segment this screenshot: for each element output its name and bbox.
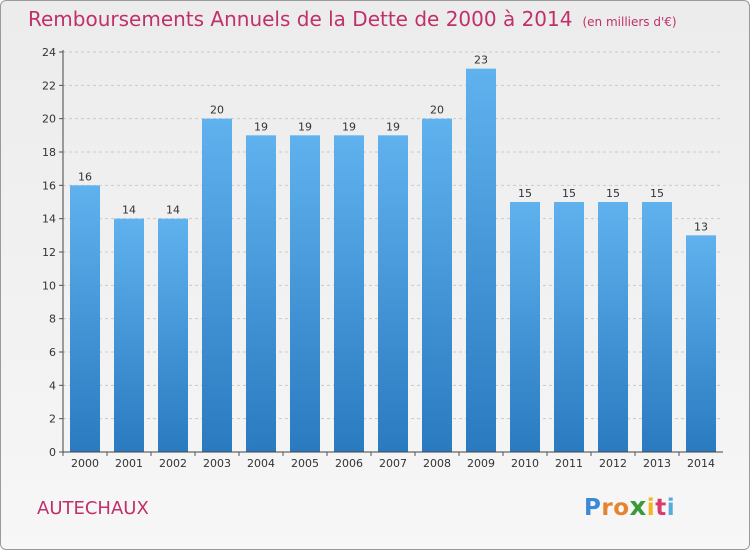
bar bbox=[246, 135, 276, 453]
x-tick-label: 2011 bbox=[555, 457, 583, 470]
x-tick-label: 2008 bbox=[423, 457, 451, 470]
y-tick-label: 8 bbox=[49, 313, 56, 326]
bar-value-label: 15 bbox=[518, 187, 532, 200]
y-tick-label: 2 bbox=[49, 413, 56, 426]
bar bbox=[158, 218, 188, 452]
bar-value-label: 19 bbox=[254, 120, 268, 133]
bar-value-label: 20 bbox=[210, 104, 224, 117]
bar bbox=[642, 202, 672, 452]
bar bbox=[598, 202, 628, 452]
x-tick-label: 2000 bbox=[71, 457, 99, 470]
y-tick-label: 22 bbox=[42, 79, 56, 92]
bar bbox=[422, 118, 452, 453]
y-tick-label: 6 bbox=[49, 346, 56, 359]
chart-title: Remboursements Annuels de la Dette de 20… bbox=[28, 7, 573, 31]
y-tick-label: 16 bbox=[42, 179, 56, 192]
chart-title-block: Remboursements Annuels de la Dette de 20… bbox=[28, 7, 677, 31]
chart-unit: (en milliers d'€) bbox=[582, 15, 677, 29]
bar bbox=[70, 185, 100, 453]
x-tick-label: 2014 bbox=[687, 457, 715, 470]
x-tick-label: 2010 bbox=[511, 457, 539, 470]
x-tick-label: 2003 bbox=[203, 457, 231, 470]
bars: 16 14 14 20 19 19 19 19 20 23 15 15 15 15 13 bbox=[70, 54, 716, 453]
y-tick-label: 10 bbox=[42, 279, 56, 292]
bar bbox=[510, 202, 540, 452]
bar bbox=[554, 202, 584, 452]
bar-value-label: 13 bbox=[694, 220, 708, 233]
y-tick-label: 0 bbox=[49, 446, 56, 459]
x-tick-label: 2001 bbox=[115, 457, 143, 470]
bar bbox=[378, 135, 408, 453]
x-tick-label: 2004 bbox=[247, 457, 275, 470]
y-tick-label: 24 bbox=[42, 46, 56, 59]
y-tick-label: 14 bbox=[42, 213, 56, 226]
bar bbox=[202, 118, 232, 453]
bar-value-label: 16 bbox=[78, 170, 92, 183]
bar-value-label: 15 bbox=[650, 187, 664, 200]
x-tick-label: 2009 bbox=[467, 457, 495, 470]
bar bbox=[686, 235, 716, 452]
y-tick-label: 20 bbox=[42, 113, 56, 126]
y-tick-label: 18 bbox=[42, 146, 56, 159]
bar bbox=[114, 218, 144, 452]
bar-value-label: 19 bbox=[298, 120, 312, 133]
x-tick-label: 2006 bbox=[335, 457, 363, 470]
bar-value-label: 23 bbox=[474, 54, 488, 67]
bar-value-label: 14 bbox=[122, 204, 136, 217]
x-tick-label: 2013 bbox=[643, 457, 671, 470]
bar bbox=[290, 135, 320, 453]
bar-value-label: 15 bbox=[562, 187, 576, 200]
x-tick-label: 2005 bbox=[291, 457, 319, 470]
proxiti-logo: Proxiti bbox=[584, 492, 676, 522]
bar-value-label: 20 bbox=[430, 104, 444, 117]
x-tick-label: 2002 bbox=[159, 457, 187, 470]
bar-value-label: 19 bbox=[342, 120, 356, 133]
bar bbox=[334, 135, 364, 453]
y-tick-label: 4 bbox=[49, 379, 56, 392]
bar-value-label: 15 bbox=[606, 187, 620, 200]
bar-value-label: 19 bbox=[386, 120, 400, 133]
x-tick-label: 2012 bbox=[599, 457, 627, 470]
y-tick-label: 12 bbox=[42, 246, 56, 259]
commune-name: AUTECHAUX bbox=[37, 498, 149, 519]
x-tick-label: 2007 bbox=[379, 457, 407, 470]
bar-value-label: 14 bbox=[166, 204, 180, 217]
bar bbox=[466, 68, 496, 453]
